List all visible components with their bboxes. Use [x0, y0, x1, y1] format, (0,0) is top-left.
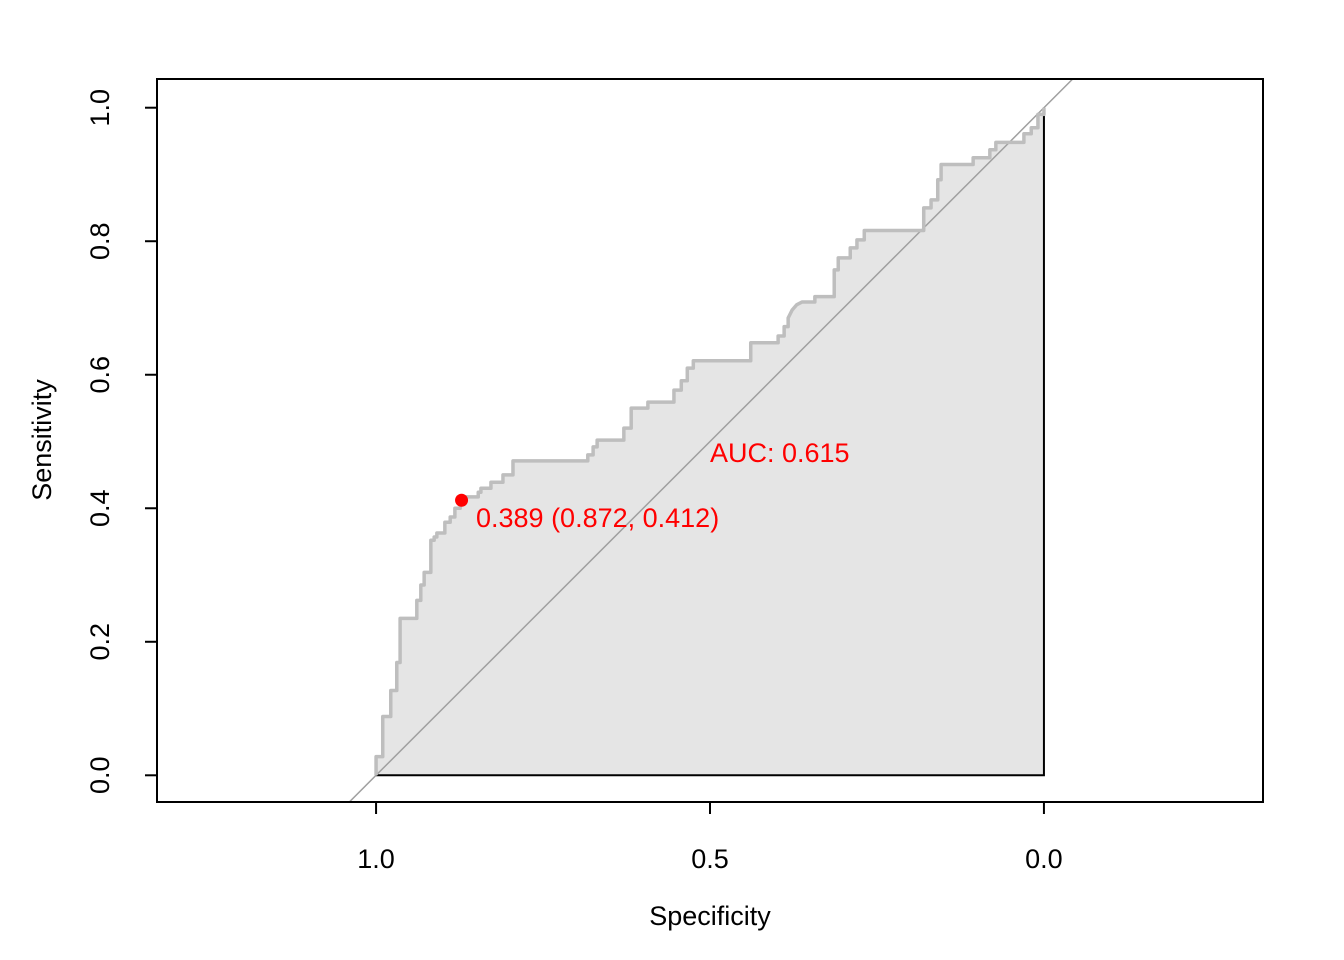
auc-label: AUC: 0.615	[710, 438, 850, 468]
plot-area	[348, 79, 1074, 802]
x-tick-label: 0.5	[691, 844, 729, 874]
y-tick-label: 0.2	[85, 623, 115, 661]
reference-diagonal	[348, 79, 1074, 802]
y-tick-label: 0.6	[85, 356, 115, 394]
roc-curve	[374, 107, 1046, 776]
y-tick-label: 0.0	[85, 757, 115, 795]
x-tick-label: 1.0	[357, 844, 395, 874]
y-tick-label: 0.8	[85, 222, 115, 260]
y-tick-label: 0.4	[85, 489, 115, 527]
y-axis-label: Sensitivity	[27, 379, 57, 501]
y-tick-label: 1.0	[85, 89, 115, 127]
best-threshold-point	[455, 493, 469, 507]
best-threshold-label: 0.389 (0.872, 0.412)	[476, 503, 719, 533]
x-tick-label: 0.0	[1025, 844, 1063, 874]
x-axis-label: Specificity	[649, 901, 771, 931]
